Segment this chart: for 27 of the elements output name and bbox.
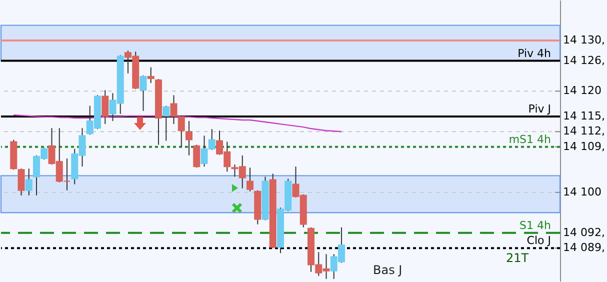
y-tick-label: 14 115, bbox=[563, 109, 605, 122]
ref-line-label: Clo J bbox=[526, 234, 551, 248]
candlestick bbox=[25, 168, 32, 196]
text: 21T bbox=[506, 251, 530, 265]
y-tick-label: 14 120 bbox=[563, 84, 602, 98]
candlestick bbox=[178, 115, 185, 148]
y-tick-label: 14 130, bbox=[563, 34, 605, 47]
candlestick bbox=[193, 144, 200, 168]
candlestick bbox=[147, 66, 154, 84]
y-tick-label: 14 112, bbox=[563, 124, 605, 138]
candlestick bbox=[186, 120, 192, 156]
ref-line-label: mS1 4h bbox=[508, 132, 552, 146]
candlestick bbox=[140, 74, 147, 112]
y-tick-label: 14 089, bbox=[563, 241, 605, 254]
y-tick-label: 14 100 bbox=[563, 185, 602, 198]
y-tick-label: 14 126, bbox=[563, 54, 605, 67]
candlestick bbox=[170, 94, 178, 125]
y-tick-label: 14 092, bbox=[563, 226, 605, 239]
candlestick bbox=[246, 167, 254, 192]
text: Bas J bbox=[373, 263, 402, 277]
candlestick bbox=[102, 90, 109, 125]
candlestick bbox=[18, 168, 25, 196]
ref-line-label: S1 4h bbox=[520, 218, 552, 232]
candlestick bbox=[162, 105, 170, 142]
y-tick-label: 14 109, bbox=[563, 140, 605, 153]
ref-line-label: Piv 4h bbox=[518, 46, 552, 60]
ref-line-label: Piv J bbox=[528, 102, 551, 116]
